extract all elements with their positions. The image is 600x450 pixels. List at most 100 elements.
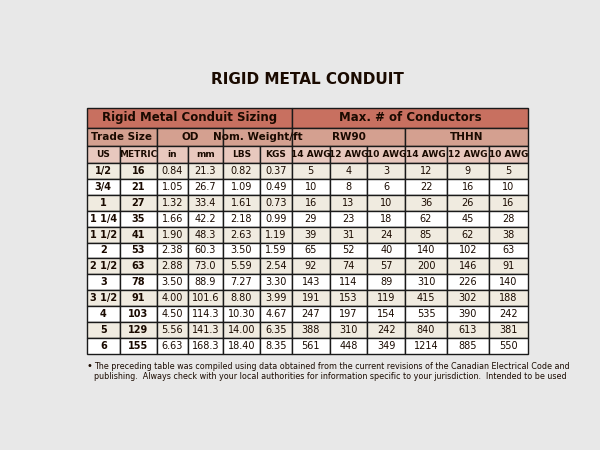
Text: 310: 310 — [417, 277, 435, 287]
Bar — [188, 243, 223, 258]
Text: 129: 129 — [128, 325, 149, 335]
Bar — [292, 211, 329, 227]
Text: 155: 155 — [128, 341, 149, 351]
Bar — [157, 211, 188, 227]
Bar — [488, 258, 529, 274]
Text: 6.35: 6.35 — [265, 325, 287, 335]
Text: 0.49: 0.49 — [265, 182, 287, 192]
Text: 4.50: 4.50 — [161, 309, 183, 319]
Text: 23: 23 — [342, 214, 355, 224]
Bar — [260, 179, 292, 195]
Bar — [488, 146, 529, 163]
Bar — [86, 195, 120, 211]
Bar — [292, 179, 329, 195]
Bar — [292, 146, 329, 163]
Text: 16: 16 — [461, 182, 474, 192]
Text: The preceding table was compiled using data obtained from the current revisions : The preceding table was compiled using d… — [94, 362, 569, 381]
Bar — [260, 274, 292, 290]
Text: 188: 188 — [499, 293, 518, 303]
Bar — [329, 195, 367, 211]
Bar — [157, 243, 188, 258]
Text: 2.88: 2.88 — [161, 261, 183, 271]
Text: 53: 53 — [131, 246, 145, 256]
Bar — [292, 258, 329, 274]
Text: RIGID METAL CONDUIT: RIGID METAL CONDUIT — [211, 72, 404, 87]
Bar — [488, 274, 529, 290]
Bar — [223, 322, 260, 338]
Text: 40: 40 — [380, 246, 392, 256]
Text: 3/4: 3/4 — [95, 182, 112, 192]
Text: 415: 415 — [417, 293, 435, 303]
Bar — [292, 227, 329, 243]
Text: 146: 146 — [458, 261, 477, 271]
Bar — [223, 211, 260, 227]
Bar — [447, 274, 488, 290]
Bar — [223, 128, 292, 146]
Text: 5.59: 5.59 — [230, 261, 252, 271]
Bar — [120, 211, 157, 227]
Text: 3.99: 3.99 — [265, 293, 287, 303]
Bar — [329, 243, 367, 258]
Bar — [405, 128, 529, 146]
Text: 26.7: 26.7 — [194, 182, 216, 192]
Text: 91: 91 — [131, 293, 145, 303]
Text: •: • — [86, 360, 92, 371]
Bar — [223, 179, 260, 195]
Bar — [188, 211, 223, 227]
Text: 88.9: 88.9 — [195, 277, 216, 287]
Text: 74: 74 — [342, 261, 355, 271]
Bar — [329, 274, 367, 290]
Text: 57: 57 — [380, 261, 392, 271]
Bar — [223, 290, 260, 306]
Bar — [292, 108, 529, 128]
Text: 45: 45 — [461, 214, 474, 224]
Bar — [367, 146, 405, 163]
Text: 9: 9 — [464, 166, 471, 176]
Text: 33.4: 33.4 — [195, 198, 216, 208]
Bar — [260, 211, 292, 227]
Bar — [447, 163, 488, 179]
Text: 6: 6 — [100, 341, 107, 351]
Text: 2.38: 2.38 — [161, 246, 183, 256]
Bar — [405, 290, 447, 306]
Text: Trade Size: Trade Size — [91, 132, 152, 142]
Bar — [292, 322, 329, 338]
Bar — [86, 227, 120, 243]
Bar — [405, 163, 447, 179]
Bar — [157, 146, 188, 163]
Bar — [367, 322, 405, 338]
Bar — [86, 146, 120, 163]
Bar — [188, 274, 223, 290]
Text: 1.32: 1.32 — [161, 198, 183, 208]
Bar — [405, 179, 447, 195]
Bar — [188, 322, 223, 338]
Text: 1.05: 1.05 — [161, 182, 183, 192]
Bar — [120, 290, 157, 306]
Text: 78: 78 — [131, 277, 145, 287]
Text: 3.30: 3.30 — [265, 277, 287, 287]
Bar — [488, 211, 529, 227]
Text: 561: 561 — [301, 341, 320, 351]
Bar — [488, 290, 529, 306]
Bar — [188, 195, 223, 211]
Bar — [367, 258, 405, 274]
Bar — [488, 338, 529, 354]
Text: 3 1/2: 3 1/2 — [90, 293, 117, 303]
Bar — [223, 258, 260, 274]
Bar — [329, 290, 367, 306]
Text: 1 1/2: 1 1/2 — [90, 230, 117, 239]
Text: 388: 388 — [302, 325, 320, 335]
Bar — [86, 128, 157, 146]
Text: 1.59: 1.59 — [265, 246, 287, 256]
Bar — [260, 322, 292, 338]
Text: 6: 6 — [383, 182, 389, 192]
Text: 6.63: 6.63 — [161, 341, 183, 351]
Text: 38: 38 — [502, 230, 515, 239]
Bar — [86, 163, 120, 179]
Bar — [367, 211, 405, 227]
Bar — [120, 274, 157, 290]
Text: 62: 62 — [461, 230, 474, 239]
Bar — [260, 227, 292, 243]
Bar — [329, 322, 367, 338]
Text: LBS: LBS — [232, 150, 251, 159]
